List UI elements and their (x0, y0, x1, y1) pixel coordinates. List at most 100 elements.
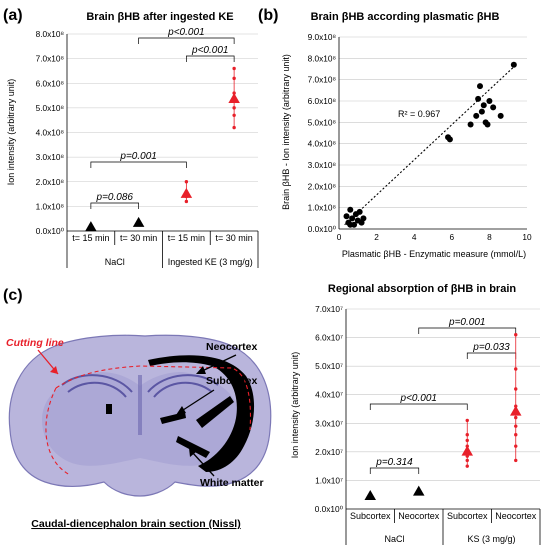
y-tick-label: 1.0x10⁸ (308, 203, 336, 213)
chart-c-ylabel: Ion intensity (arbitrary unit) (290, 352, 300, 459)
x-tick-label: 2 (374, 232, 379, 242)
x-group-label: NaCl (384, 534, 404, 544)
p-value-label: p=0.001 (448, 317, 485, 328)
cutting-line-label: Cutting line (6, 337, 64, 349)
chart-a-title: Brain βHB after ingested KE (86, 11, 233, 23)
data-point (514, 387, 518, 391)
x-tick-label: 6 (449, 232, 454, 242)
y-tick-label: 1.0x10⁷ (315, 475, 343, 485)
white-matter-tract (148, 355, 255, 472)
neocortex-arrowhead (196, 366, 206, 374)
chart-c-title: Regional absorption of βHB in brain (328, 283, 516, 295)
data-point (514, 333, 518, 337)
data-point (232, 125, 236, 130)
mean-marker (228, 93, 240, 104)
data-point (465, 418, 469, 423)
chart-b-title: Brain βHB according plasmatic βHB (311, 11, 500, 23)
y-tick-label: 6.0x10⁸ (36, 78, 64, 88)
neocortex-arrow (199, 354, 237, 373)
chart-b-r2: R² = 0.967 (398, 109, 440, 119)
data-point (514, 433, 518, 437)
neocortex-label: Neocortex (206, 341, 258, 353)
white-matter-fragment (106, 404, 112, 414)
significance-bracket (369, 403, 468, 410)
subcortex-arrow (179, 389, 215, 413)
y-tick-label: 3.0x10⁸ (36, 152, 64, 162)
y-tick-label: 9.0x10⁸ (308, 32, 336, 42)
subcortex-label: Subcortex (206, 375, 258, 387)
x-tick-label: 10 (522, 232, 532, 242)
y-tick-label: 3.0x10⁷ (315, 418, 343, 428)
data-point (465, 458, 469, 463)
x-tick-label: 4 (412, 232, 417, 242)
x-group-label: NaCl (105, 257, 125, 267)
mean-marker (364, 489, 376, 500)
chart-a: Brain βHB after ingested KE Ion intensit… (6, 11, 259, 268)
y-tick-label: 5.0x10⁸ (36, 103, 64, 113)
panel-label-b: (b) (258, 7, 278, 24)
data-point (514, 424, 518, 428)
data-point (232, 106, 236, 110)
data-point (497, 112, 504, 119)
p-value-label: p=0.001 (119, 151, 156, 162)
mean-marker (85, 221, 97, 232)
data-point (232, 66, 236, 71)
significance-bracket (90, 161, 187, 168)
x-category-label: Subcortex (350, 511, 391, 521)
data-point (184, 180, 189, 184)
y-tick-label: 6.0x10⁸ (308, 96, 336, 106)
significance-bracket (90, 202, 139, 209)
data-point (473, 112, 480, 119)
data-point (347, 206, 354, 213)
white-matter-branch-3 (176, 436, 210, 458)
white-matter-branch-2 (160, 412, 186, 424)
mean-marker (132, 216, 145, 227)
data-point (486, 98, 493, 104)
p-value-label: p<0.001 (191, 45, 228, 56)
x-category-label: Neocortex (398, 511, 440, 521)
trendline (344, 66, 515, 226)
data-point (514, 367, 518, 371)
data-point (478, 108, 485, 115)
data-point (360, 215, 367, 222)
x-group-label: KS (3 mg/g) (467, 534, 515, 544)
panel-label-a: (a) (3, 7, 23, 24)
mean-marker (413, 485, 425, 496)
panel-label-c: (c) (3, 287, 23, 304)
p-value-label: p=0.314 (375, 457, 413, 468)
y-tick-label: 2.0x10⁷ (315, 447, 343, 457)
x-category-label: t= 15 min (168, 233, 205, 243)
data-point (484, 121, 491, 128)
x-category-label: t= 30 min (120, 233, 157, 243)
x-category-label: Subcortex (447, 511, 488, 521)
data-point (356, 208, 363, 215)
p-value-label: p<0.001 (167, 27, 204, 38)
y-tick-label: 2.0x10⁸ (36, 177, 64, 187)
x-tick-label: 8 (487, 232, 492, 242)
data-point (349, 215, 356, 222)
data-point (347, 221, 354, 228)
y-tick-label: 7.0x10⁷ (315, 304, 343, 314)
cutting-line-arrowhead (50, 366, 58, 374)
mean-marker (461, 445, 473, 456)
significance-bracket (418, 327, 517, 334)
white-matter-label: White matter (200, 477, 264, 489)
significance-bracket (186, 55, 235, 62)
data-point (467, 121, 474, 128)
data-point (510, 61, 517, 68)
y-tick-label: 5.0x10⁸ (308, 117, 336, 127)
data-point (490, 104, 497, 111)
y-tick-label: 0.0x10⁰ (36, 226, 64, 236)
data-point (232, 113, 236, 117)
significance-bracket (138, 37, 235, 44)
significance-bracket (369, 467, 420, 474)
y-tick-label: 7.0x10⁸ (308, 75, 336, 85)
p-value-label: p=0.086 (96, 192, 134, 203)
brain-caption: Caudal-diencephalon brain section (Nissl… (31, 518, 240, 530)
brain-section: Cutting line Neocortex Subcortex White m… (6, 334, 272, 530)
y-tick-label: 8.0x10⁸ (36, 29, 64, 39)
y-tick-label: 0.0x10⁰ (315, 504, 343, 514)
midline-ventricle (138, 375, 142, 435)
chart-b: Brain βHB according plasmatic βHB Brain … (281, 11, 532, 259)
